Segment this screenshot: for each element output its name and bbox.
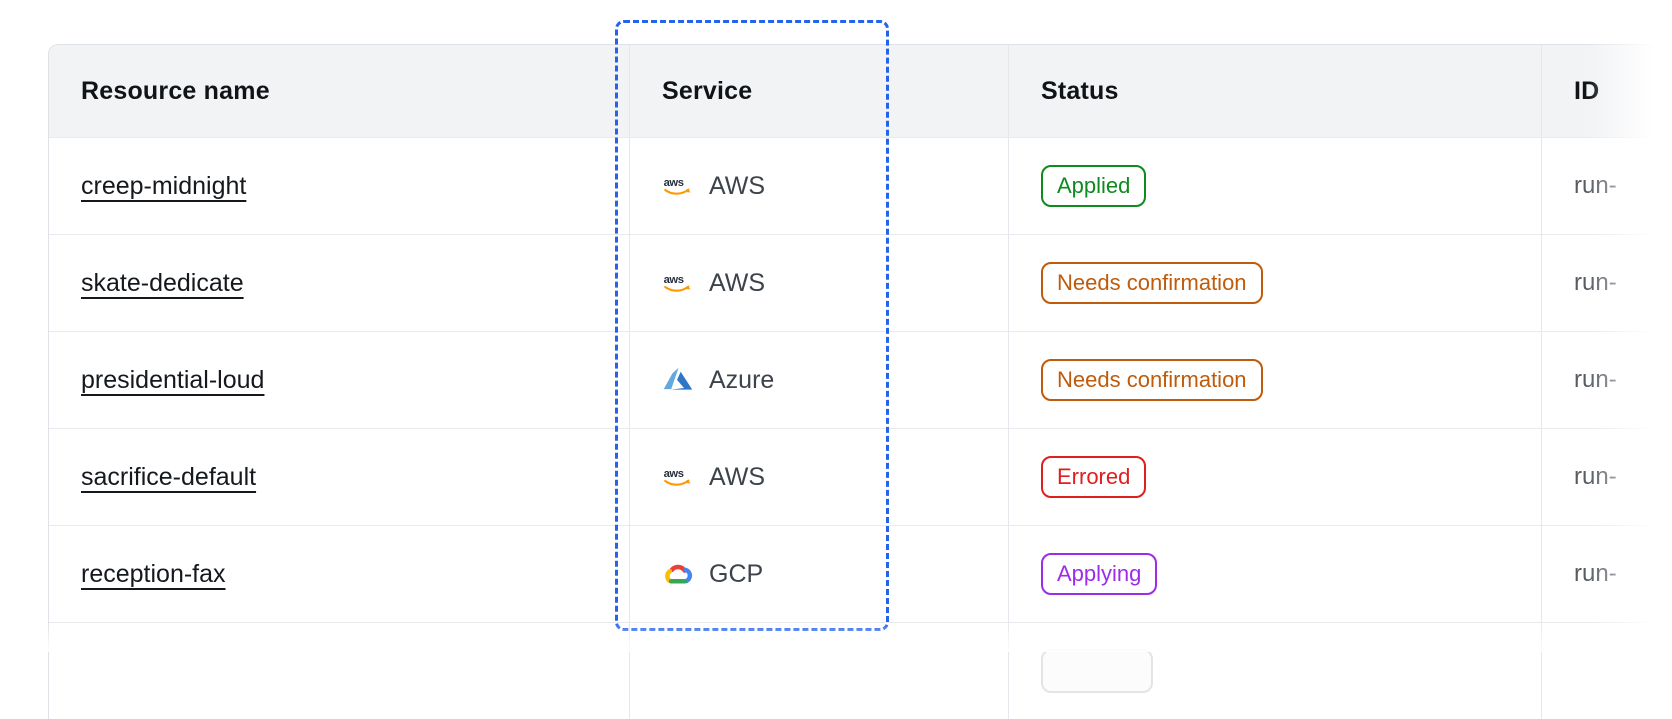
- table-row: creep-midnight aws AWS Applied run-: [49, 137, 1672, 234]
- column-header-resource-name: Resource name: [49, 45, 630, 137]
- status-badge: Needs confirmation: [1041, 262, 1263, 304]
- svg-text:aws: aws: [664, 177, 684, 189]
- table-row: presidential-loud Azure Needs confirmati…: [49, 331, 1672, 428]
- column-header-id: ID: [1574, 76, 1600, 105]
- table-header-row: Resource name Service Status ID: [49, 45, 1672, 137]
- svg-text:aws: aws: [664, 274, 684, 286]
- resource-link[interactable]: sacrifice-default: [81, 462, 257, 491]
- gcp-icon: [662, 560, 694, 588]
- status-badge: Errored: [1041, 456, 1147, 498]
- status-badge: Applied: [1041, 165, 1147, 207]
- aws-icon: aws: [662, 463, 694, 491]
- column-header-status: Status: [1009, 45, 1542, 137]
- run-id: run-: [1574, 172, 1617, 199]
- status-badge: Applying: [1041, 553, 1158, 595]
- resource-link[interactable]: presidential-loud: [81, 365, 265, 394]
- table-row: skate-dedicate aws AWS Needs confirmation…: [49, 234, 1672, 331]
- svg-text:aws: aws: [664, 468, 684, 480]
- run-id: run-: [1574, 560, 1617, 587]
- table-row: reception-fax GCP Applying run-: [49, 525, 1672, 622]
- table-row: sacrifice-default aws AWS Errored run-: [49, 428, 1672, 525]
- service-label: AWS: [709, 462, 766, 491]
- run-id: run-: [1574, 269, 1617, 296]
- aws-icon: aws: [662, 172, 694, 200]
- service-label: Azure: [709, 365, 775, 394]
- resource-link[interactable]: skate-dedicate: [81, 268, 244, 297]
- service-label: GCP: [709, 559, 764, 588]
- status-badge: Needs confirmation: [1041, 359, 1263, 401]
- run-id: run-: [1574, 463, 1617, 490]
- azure-icon: [662, 366, 694, 394]
- resource-link[interactable]: creep-midnight: [81, 171, 247, 200]
- service-label: AWS: [709, 171, 766, 200]
- run-id: run-: [1574, 366, 1617, 393]
- column-header-service: Service: [630, 45, 1009, 137]
- table-row-partial: [49, 622, 1672, 719]
- resources-table: Resource name Service Status ID creep-mi…: [48, 44, 1672, 719]
- faded-status-badge: [1041, 649, 1153, 693]
- service-label: AWS: [709, 268, 766, 297]
- aws-icon: aws: [662, 269, 694, 297]
- resource-link[interactable]: reception-fax: [81, 559, 226, 588]
